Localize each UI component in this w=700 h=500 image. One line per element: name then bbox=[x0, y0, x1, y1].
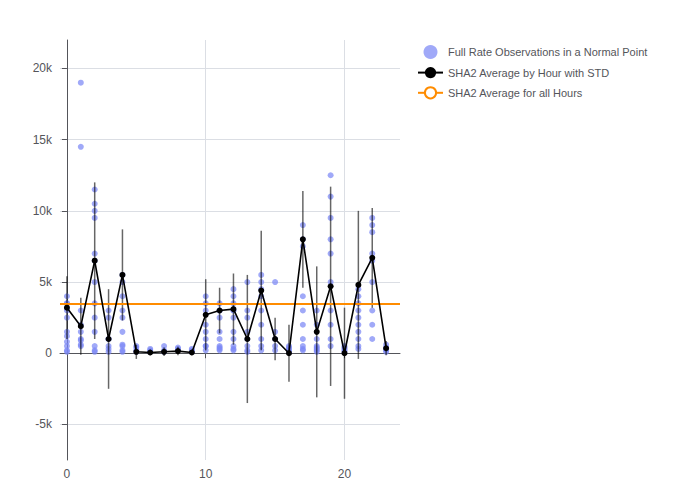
svg-text:20k: 20k bbox=[33, 61, 53, 75]
svg-text:5k: 5k bbox=[39, 275, 53, 289]
svg-text:0: 0 bbox=[45, 346, 52, 360]
svg-text:SHA2 Average for all Hours: SHA2 Average for all Hours bbox=[448, 87, 583, 99]
svg-text:0: 0 bbox=[64, 467, 71, 481]
svg-text:10k: 10k bbox=[33, 204, 53, 218]
svg-text:Full Rate Observations in a No: Full Rate Observations in a Normal Point bbox=[448, 46, 647, 58]
svg-text:20: 20 bbox=[338, 467, 352, 481]
svg-text:10: 10 bbox=[199, 467, 213, 481]
svg-text:SHA2 Average by Hour with STD: SHA2 Average by Hour with STD bbox=[448, 67, 609, 79]
svg-text:-5k: -5k bbox=[35, 417, 53, 431]
svg-text:15k: 15k bbox=[33, 133, 53, 147]
